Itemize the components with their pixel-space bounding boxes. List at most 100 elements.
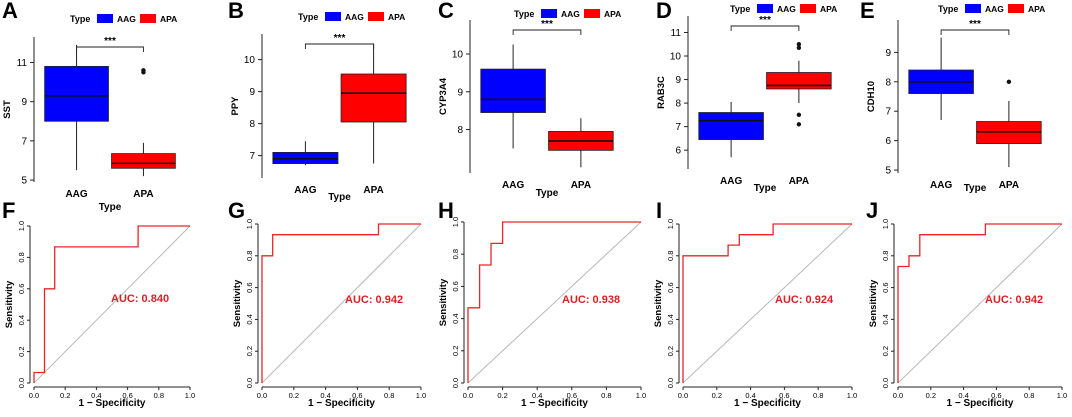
y-tick-label: 0.4 (451, 313, 460, 323)
reference-diagonal (682, 223, 853, 384)
x-tick-label: 0.6 (567, 391, 577, 400)
y-axis-label: Sensitivity (232, 279, 243, 327)
box-aag (698, 101, 764, 158)
auc-label: AUC: 0.938 (562, 294, 620, 306)
panel-letter: E (860, 0, 875, 23)
roc-curve (897, 223, 1062, 383)
y-tick-label: 11 (17, 58, 28, 69)
legend-swatch-apa (368, 12, 384, 21)
legend-title: Type (70, 14, 90, 24)
legend-swatch-aag (325, 12, 341, 21)
y-tick-label: 1.0 (451, 217, 460, 227)
y-tick-label: 0.6 (881, 282, 890, 292)
box-body (44, 65, 109, 122)
y-tick-label: 1.0 (881, 219, 890, 229)
significance-bracket (940, 29, 1010, 35)
boxplot-panel-E: E Type AAG APA 5 6 7 8 9 CDH10 AAG APA *** Type (860, 0, 1045, 194)
y-tick-label: 0.6 (245, 282, 254, 292)
box-apa (340, 43, 407, 164)
legend: Type AAG APA (70, 14, 177, 24)
auc-label: AUC: 0.942 (345, 294, 403, 306)
y-tick-label: 10 (244, 55, 256, 66)
x-tick-label: 0.6 (991, 391, 1001, 400)
y-tick-label: 1.0 (17, 221, 26, 231)
y-axis-label: Sensitivity (653, 279, 664, 327)
x-tick-label: 0.2 (497, 391, 507, 400)
x-tick-label: 0.4 (91, 391, 101, 400)
legend-label-apa: APA (820, 4, 837, 14)
reference-diagonal (261, 223, 422, 384)
box-apa (111, 68, 176, 177)
y-tick-label: 0.8 (451, 249, 460, 259)
x-tick-label: APA (571, 180, 591, 191)
y-axis-label: CYP3A4 (438, 77, 449, 115)
y-tick-label: 8 (885, 77, 891, 88)
x-tick-label: 0.4 (532, 391, 542, 400)
legend-swatch-apa (140, 14, 156, 23)
y-tick-label: 8 (457, 125, 463, 136)
significance-label: *** (541, 19, 553, 30)
x-tick-label: 0.6 (779, 391, 789, 400)
boxplot-panel-C: C Type AAG APA 8 9 10 CYP3A4 AAG APA *** Type (438, 0, 621, 199)
reference-diagonal (467, 221, 642, 384)
x-axis-label: 1 − Specificity (734, 398, 801, 409)
panel-letter: J (866, 198, 878, 223)
x-axis-label: 1 − Specificity (79, 398, 146, 409)
x-tick-label: 0.0 (678, 391, 688, 400)
legend-swatch-apa (584, 9, 600, 18)
x-axis-label: Type (536, 188, 559, 199)
y-tick-label: 0.6 (666, 282, 675, 292)
y-tick-label: 0.0 (245, 378, 254, 388)
box-body (111, 153, 176, 169)
panel-letter: B (228, 0, 244, 23)
x-tick-label: AAG (930, 180, 952, 191)
significance-label: *** (759, 15, 771, 26)
auc-label: AUC: 0.840 (111, 293, 169, 305)
y-tick-label: 9 (249, 87, 255, 98)
reference-diagonal (897, 223, 1063, 384)
roc-curve (33, 225, 190, 383)
x-tick-label: 1.0 (416, 391, 426, 400)
box-body (480, 68, 546, 113)
x-tick-label: 0.6 (352, 391, 362, 400)
x-tick-label: 0.6 (122, 391, 132, 400)
outlier-point (796, 45, 802, 50)
x-tick-label: AAG (294, 185, 316, 196)
legend-label-apa: APA (1028, 4, 1045, 14)
x-tick-label: 0.4 (958, 391, 968, 400)
y-tick-label: 0.6 (17, 284, 26, 294)
y-tick-label: 0.0 (451, 378, 460, 388)
legend: Type AAG APA (514, 9, 621, 19)
y-tick-label: 7 (249, 151, 255, 162)
y-tick-label: 0.8 (17, 252, 26, 262)
y-tick-label: 6 (675, 146, 681, 157)
y-tick-label: 0.0 (17, 378, 26, 388)
x-tick-label: 0.0 (29, 391, 39, 400)
box-apa (976, 79, 1042, 168)
legend-label-apa: APA (160, 14, 177, 24)
roc-panel-F: F 0.0 0.2 0.4 0.6 0.8 1.0 0.0 0.2 0.4 0.6 0.8 1.0 AUC… (2, 198, 195, 409)
y-tick-label: 0.2 (17, 346, 26, 356)
legend-title: Type (514, 9, 534, 19)
y-tick-label: 0.4 (17, 315, 26, 325)
y-tick-label: 0.2 (245, 346, 254, 356)
x-tick-label: 0.4 (320, 391, 330, 400)
box-apa (548, 118, 614, 168)
x-tick-label: 1.0 (636, 391, 646, 400)
legend: Type AAG APA (298, 12, 405, 22)
box-body (766, 72, 832, 90)
x-tick-label: 1.0 (185, 391, 195, 400)
x-tick-label: 0.8 (384, 391, 394, 400)
box-aag (44, 44, 109, 171)
x-axis-label: 1 − Specificity (308, 398, 375, 409)
x-tick-label: 0.0 (463, 391, 473, 400)
reference-diagonal (33, 225, 191, 384)
outlier-point (796, 42, 802, 47)
x-tick-label: 0.0 (257, 391, 267, 400)
panel-letter: G (228, 198, 245, 223)
x-axis-label: Type (964, 183, 987, 194)
y-tick-label: 7 (21, 136, 27, 147)
x-tick-label: 0.8 (601, 391, 611, 400)
significance-bracket (512, 29, 582, 35)
legend-swatch-apa (1008, 4, 1024, 13)
